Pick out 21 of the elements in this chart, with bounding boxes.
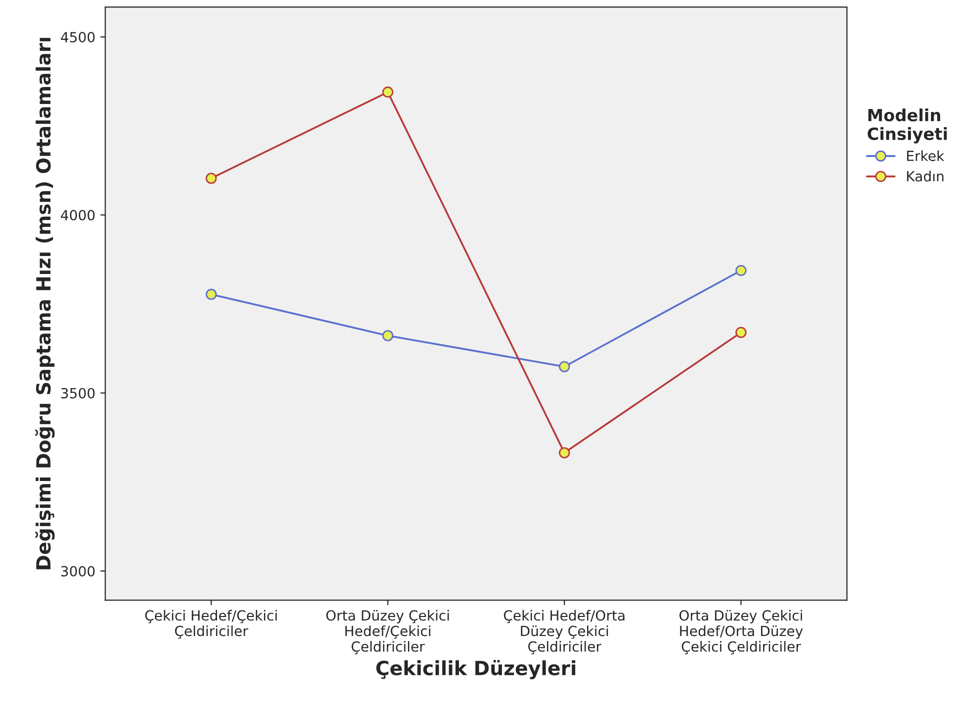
y-tick-label: 3000 — [61, 566, 95, 576]
point — [735, 264, 747, 276]
x-tick-label: Orta Düzey Çekici Hedef/Orta Düzey Çekici Çeldiriciler — [679, 610, 803, 654]
x-axis-title: Çekicilik Düzeyleri — [376, 660, 576, 680]
point — [558, 361, 570, 372]
y-tick-label: 3500 — [61, 388, 95, 398]
x-tick-label: Çekici Hedef/Çekici Çeldiriciler — [145, 610, 277, 639]
point — [735, 326, 747, 338]
point — [206, 172, 217, 184]
y-tick-label: 4000 — [60, 210, 95, 220]
point — [558, 447, 570, 458]
legend-label: Kadın — [907, 170, 944, 182]
x-tick-label: Orta Düzey Çekici Hedef/Çekici Çeldiriciler — [326, 610, 449, 654]
point — [382, 330, 394, 342]
legend-title: Modelin Cinsiyeti — [868, 108, 947, 144]
x-tick-label: Çekici Hedef/Orta Düzey Çekici Çeldiriciler — [504, 610, 624, 654]
y-axis-title: Değişimi Doğru Saptama Hızı (msn) Ortalamaları — [35, 38, 55, 570]
point — [206, 288, 217, 300]
legend-label: Erkek — [907, 150, 944, 162]
point — [382, 86, 394, 98]
y-tick-label: 4500 — [60, 32, 95, 42]
